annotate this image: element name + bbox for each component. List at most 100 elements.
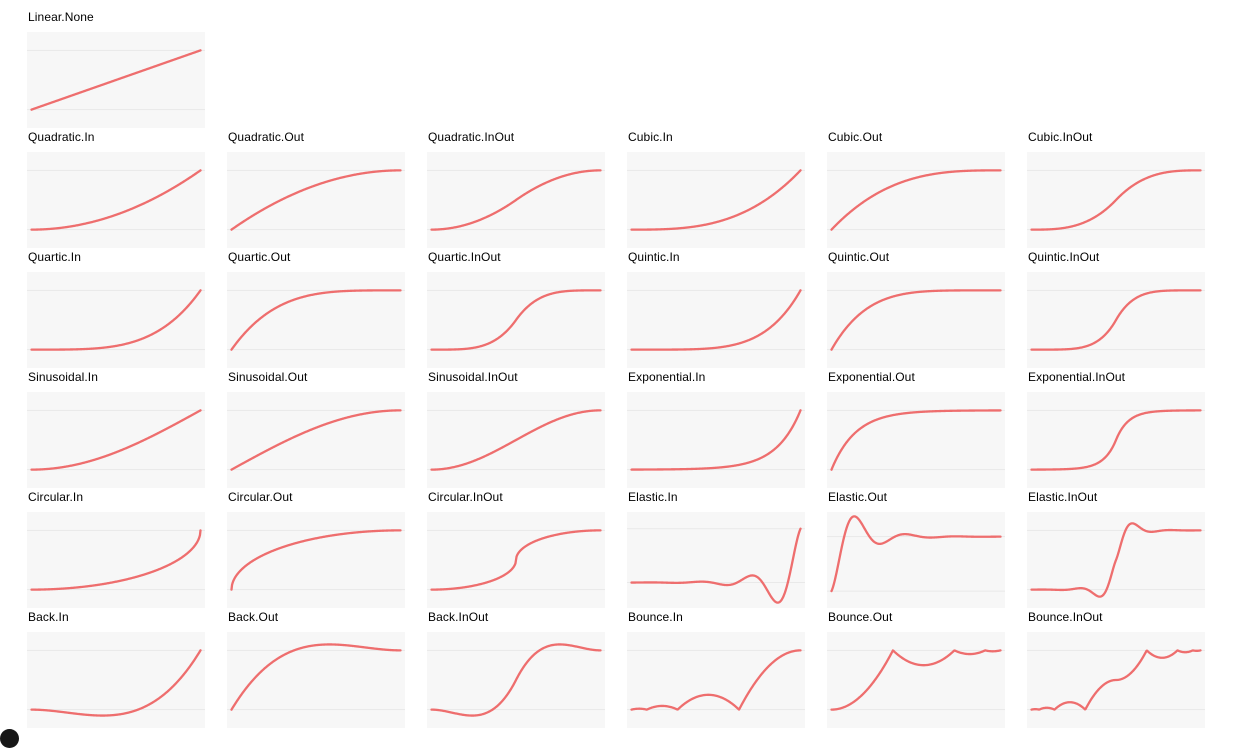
easing-curve (230, 289, 402, 351)
easing-plot (627, 392, 805, 488)
easing-curve (30, 649, 202, 717)
easing-curve (830, 515, 1002, 593)
subplot-title: Elastic.In (628, 490, 678, 504)
easing-plot (427, 512, 605, 608)
subplot-title: Cubic.Out (828, 130, 883, 144)
subplot-cell: Circular.In (27, 490, 205, 608)
subplot-title: Quartic.Out (228, 250, 291, 264)
subplot-title: Sinusoidal.In (28, 370, 99, 384)
easing-plot (227, 632, 405, 728)
easing-curve (630, 527, 802, 604)
subplot-cell: Sinusoidal.InOut (427, 370, 605, 488)
subplot-title: Elastic.InOut (1028, 490, 1098, 504)
easing-plot (1027, 512, 1205, 608)
easing-plot (227, 392, 405, 488)
easing-plot (27, 632, 205, 728)
easing-curve (430, 169, 602, 231)
subplot-cell: Sinusoidal.In (27, 370, 205, 488)
easing-curve (30, 49, 202, 111)
subplot-cell: Quartic.In (27, 250, 205, 368)
subplot-title: Quartic.In (28, 250, 82, 264)
subplot-title: Bounce.InOut (1028, 610, 1103, 624)
subplot-title: Quadratic.InOut (428, 130, 515, 144)
subplot-title: Sinusoidal.InOut (428, 370, 518, 384)
subplot-title: Circular.In (28, 490, 84, 504)
easing-plot (627, 272, 805, 368)
easing-curve (30, 529, 202, 591)
subplot-title: Quadratic.Out (228, 130, 305, 144)
easing-plot (627, 512, 805, 608)
subplot-cell: Sinusoidal.Out (227, 370, 405, 488)
easing-grid: Linear.None Quadratic.In Quadratic.Out Quad… (27, 10, 1205, 728)
subplot-cell: Cubic.InOut (1027, 130, 1205, 248)
subplot-cell: Exponential.In (627, 370, 805, 488)
easing-curve (230, 409, 402, 471)
subplot-title: Exponential.InOut (1028, 370, 1126, 384)
subplot-cell: Exponential.Out (827, 370, 1005, 488)
subplot-cell: Back.InOut (427, 610, 605, 728)
subplot-title: Cubic.InOut (1028, 130, 1093, 144)
easing-plot (427, 152, 605, 248)
subplot-cell: Quadratic.InOut (427, 130, 605, 248)
subplot-title: Exponential.Out (828, 370, 915, 384)
subplot-title: Circular.Out (228, 490, 293, 504)
easing-curve (30, 289, 202, 351)
easing-curve (430, 643, 602, 717)
easing-plot (27, 32, 205, 128)
subplot-cell: Elastic.InOut (1027, 490, 1205, 608)
subplot-cell: Quintic.In (627, 250, 805, 368)
subplot-cell: Quintic.Out (827, 250, 1005, 368)
subplot-cell: Circular.InOut (427, 490, 605, 608)
easing-plot (27, 512, 205, 608)
subplot-cell: Quartic.InOut (427, 250, 605, 368)
easing-plot (227, 152, 405, 248)
subplot-cell: Linear.None (27, 10, 205, 128)
subplot-title: Quadratic.In (28, 130, 95, 144)
easing-plot (827, 512, 1005, 608)
easing-plot (827, 392, 1005, 488)
easing-curve (1030, 289, 1202, 351)
easing-plot (227, 272, 405, 368)
easing-plot (827, 272, 1005, 368)
easing-curve (1030, 409, 1202, 471)
easing-plot (427, 272, 605, 368)
easing-plot (227, 512, 405, 608)
easing-curve (830, 409, 1002, 471)
easing-curve (430, 409, 602, 471)
subplot-title: Back.Out (228, 610, 279, 624)
subplot-cell: Elastic.Out (827, 490, 1005, 608)
subplot-cell: Bounce.In (627, 610, 805, 728)
easing-curve (430, 289, 602, 351)
easing-plot (427, 632, 605, 728)
easing-curve (430, 529, 602, 591)
subplot-title: Bounce.In (628, 610, 683, 624)
subplot-title: Linear.None (28, 10, 94, 24)
easing-curve (630, 409, 802, 471)
subplot-cell: Exponential.InOut (1027, 370, 1205, 488)
easing-plot (27, 272, 205, 368)
easing-curve (230, 169, 402, 231)
subplot-title: Back.InOut (428, 610, 489, 624)
easing-plot (627, 152, 805, 248)
subplot-title: Exponential.In (628, 370, 706, 384)
easing-curve (630, 289, 802, 351)
subplot-cell: Quartic.Out (227, 250, 405, 368)
subplot-title: Elastic.Out (828, 490, 888, 504)
easing-curve (1030, 649, 1202, 711)
easing-curve (630, 649, 802, 711)
subplot-title: Bounce.Out (828, 610, 893, 624)
subplot-title: Sinusoidal.Out (228, 370, 308, 384)
subplot-cell: Cubic.Out (827, 130, 1005, 248)
subplot-title: Quintic.InOut (1028, 250, 1100, 264)
bottom-left-partial-circle (0, 729, 19, 748)
easing-curve (30, 169, 202, 231)
easing-plot (827, 152, 1005, 248)
easing-plot (1027, 152, 1205, 248)
subplot-title: Quintic.In (628, 250, 680, 264)
subplot-title: Cubic.In (628, 130, 673, 144)
subplot-title: Back.In (28, 610, 69, 624)
easing-curve (230, 643, 402, 711)
easing-curve (830, 649, 1002, 711)
easing-curve (830, 169, 1002, 231)
subplot-cell: Back.Out (227, 610, 405, 728)
